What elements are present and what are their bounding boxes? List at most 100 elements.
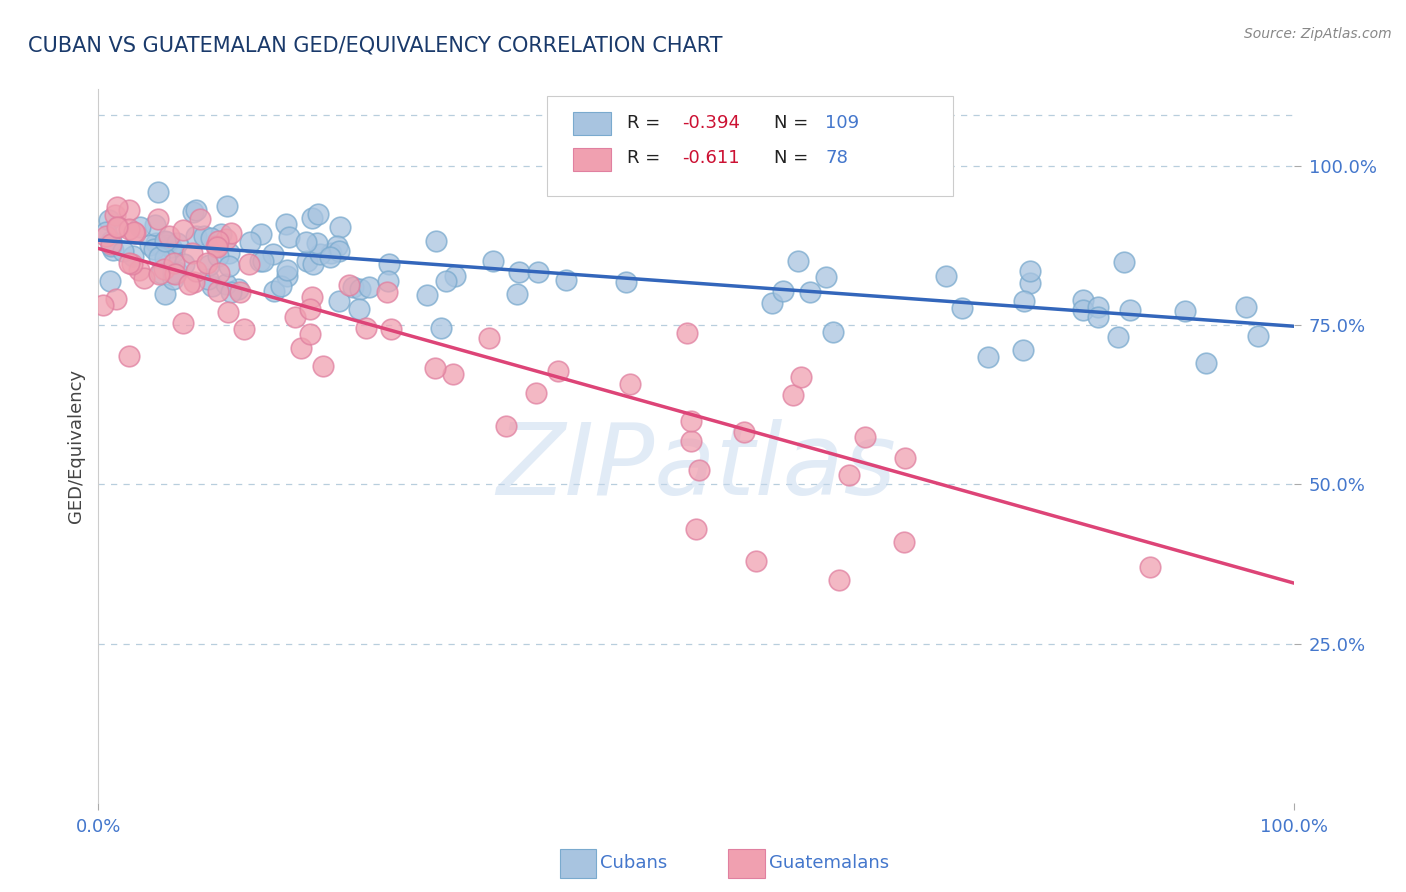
Text: -0.611: -0.611 <box>682 150 740 168</box>
Point <box>307 236 329 251</box>
Point <box>100 239 122 253</box>
Point <box>349 282 371 296</box>
Text: N =: N = <box>773 150 814 168</box>
Point <box>148 211 170 226</box>
Point <box>337 277 360 292</box>
Point <box>295 253 318 268</box>
Point <box>301 211 323 226</box>
Point <box>745 554 768 568</box>
Point <box>527 265 550 279</box>
Point <box>198 259 221 273</box>
Point <box>181 205 204 219</box>
Point <box>215 232 238 246</box>
Point <box>1112 255 1135 269</box>
Text: R =: R = <box>627 114 665 132</box>
Point <box>201 278 224 293</box>
Point <box>328 244 350 258</box>
Point <box>478 331 501 345</box>
Point <box>155 286 177 301</box>
Point <box>193 229 215 244</box>
Point <box>163 267 186 281</box>
Point <box>354 321 377 335</box>
Point <box>186 202 208 217</box>
Point <box>197 272 219 286</box>
Point <box>233 322 256 336</box>
Point <box>183 275 205 289</box>
Point <box>1119 303 1142 318</box>
Point <box>143 218 166 232</box>
Point <box>163 256 186 270</box>
Point <box>166 236 188 251</box>
Point <box>118 203 141 218</box>
Point <box>328 293 350 308</box>
Point <box>375 285 398 299</box>
Point <box>172 223 194 237</box>
Point <box>221 226 243 240</box>
Point <box>425 235 447 249</box>
Point <box>91 298 114 312</box>
Point <box>1012 343 1035 358</box>
Point <box>156 238 179 252</box>
Text: -0.394: -0.394 <box>682 114 740 132</box>
Point <box>98 274 121 288</box>
Point <box>121 249 143 263</box>
Point <box>207 284 229 298</box>
Point <box>162 271 184 285</box>
Point <box>772 285 794 299</box>
Point <box>148 250 170 264</box>
Point <box>295 235 318 249</box>
Point <box>276 263 298 277</box>
Point <box>100 234 122 248</box>
Point <box>298 301 321 316</box>
Point <box>761 295 783 310</box>
Point <box>105 219 128 234</box>
Point <box>156 235 179 249</box>
Text: R =: R = <box>627 150 665 168</box>
Point <box>799 285 821 299</box>
Point <box>162 266 184 280</box>
Point <box>679 434 702 449</box>
Point <box>139 237 162 252</box>
Point <box>186 264 208 278</box>
Point <box>274 217 297 231</box>
Point <box>524 385 547 400</box>
Point <box>1139 560 1161 574</box>
Point <box>128 263 150 277</box>
Point <box>157 229 180 244</box>
Point <box>787 254 810 268</box>
Point <box>495 418 517 433</box>
Point <box>200 231 222 245</box>
Y-axis label: GED/Equivalency: GED/Equivalency <box>66 369 84 523</box>
Point <box>554 272 576 286</box>
Point <box>828 573 851 587</box>
Point <box>278 229 301 244</box>
Point <box>838 468 860 483</box>
Point <box>118 256 141 270</box>
Point <box>934 268 956 283</box>
Point <box>153 234 176 248</box>
Point <box>122 225 145 239</box>
Point <box>208 266 231 280</box>
Text: Source: ZipAtlas.com: Source: ZipAtlas.com <box>1244 27 1392 41</box>
Point <box>112 244 135 258</box>
Point <box>121 257 143 271</box>
Point <box>508 265 530 279</box>
Point <box>688 463 710 477</box>
Point <box>506 287 529 301</box>
Point <box>1019 264 1042 278</box>
Point <box>205 239 228 253</box>
Text: Cubans: Cubans <box>600 855 668 872</box>
Point <box>1019 277 1042 291</box>
Point <box>423 361 446 376</box>
Point <box>547 364 569 378</box>
Point <box>309 246 332 260</box>
Point <box>1107 330 1129 344</box>
Point <box>172 316 194 330</box>
Point <box>150 266 173 280</box>
Point <box>195 256 218 270</box>
Text: ZIPatlas: ZIPatlas <box>496 419 896 516</box>
Point <box>263 285 285 299</box>
Point <box>301 290 323 304</box>
Point <box>159 240 181 254</box>
Point <box>284 310 307 324</box>
